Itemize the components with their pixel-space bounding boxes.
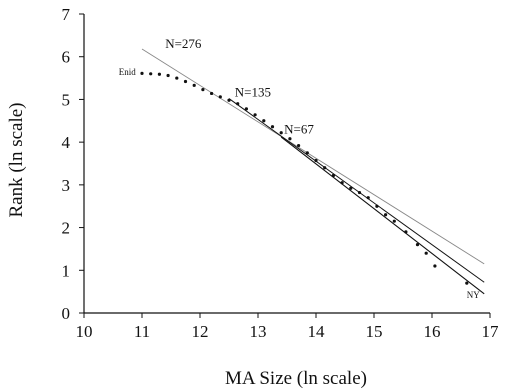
data-point (305, 151, 309, 155)
y-tick-label: 2 (62, 219, 71, 238)
data-point (331, 173, 335, 178)
y-tick-label: 0 (62, 304, 71, 323)
fit-line-n276 (141, 48, 485, 265)
data-point (227, 98, 231, 102)
y-tick-label: 5 (62, 90, 71, 109)
y-axis-label: Rank (ln scale) (6, 102, 27, 217)
data-point (183, 79, 188, 84)
data-point (175, 76, 179, 80)
fit-lines (141, 48, 485, 295)
data-points (140, 71, 469, 285)
data-point (465, 281, 469, 285)
y-tick-label: 1 (62, 261, 71, 280)
data-point (149, 72, 153, 76)
annotation-n-135: N=135 (235, 84, 271, 99)
data-point (392, 219, 396, 223)
data-point (340, 181, 344, 185)
x-tick-label: 13 (250, 322, 267, 341)
plot-frame (83, 14, 490, 314)
data-point (323, 166, 327, 170)
annotation-enid: Enid (119, 67, 136, 77)
data-point (415, 243, 420, 247)
data-point (192, 83, 196, 87)
data-point (244, 107, 248, 111)
y-tick-label: 3 (62, 176, 71, 195)
annotation-ny: NY (467, 290, 480, 300)
data-point (218, 95, 222, 99)
data-point (424, 251, 428, 255)
data-point (357, 190, 362, 195)
y-tick-label: 4 (62, 133, 71, 152)
x-tick-label: 11 (134, 322, 150, 341)
x-tick-label: 17 (482, 322, 500, 341)
x-tick-label: 15 (366, 322, 383, 341)
data-point (433, 264, 437, 268)
data-point (253, 113, 257, 117)
x-tick-label: 12 (192, 322, 209, 341)
fit-line-n135 (228, 98, 485, 283)
data-point (314, 158, 318, 163)
data-point (375, 204, 379, 208)
data-point (366, 196, 370, 200)
data-point (210, 91, 214, 96)
x-axis-label: MA Size (ln scale) (225, 368, 367, 389)
data-point (349, 186, 353, 190)
data-point (236, 102, 240, 106)
data-point (262, 119, 266, 123)
data-point (404, 230, 408, 234)
data-point (288, 137, 292, 141)
data-point (140, 71, 144, 75)
x-tick-label: 16 (424, 322, 441, 341)
fit-line-n67 (280, 136, 485, 295)
data-point (201, 88, 205, 92)
data-point (157, 72, 161, 76)
annotation-n-276: N=276 (165, 36, 202, 51)
annotation-n-67: N=67 (284, 122, 314, 137)
data-point (297, 143, 301, 148)
data-point (270, 125, 275, 129)
y-tick-label: 6 (62, 48, 71, 67)
x-axis-ticks: 10 11 12 13 14 15 16 17 (76, 313, 500, 341)
x-tick-label: 10 (76, 322, 93, 341)
y-tick-label: 7 (62, 5, 71, 24)
data-point (166, 73, 170, 78)
x-tick-label: 14 (308, 322, 326, 341)
y-axis-ticks: 0 1 2 3 4 5 6 7 (62, 5, 84, 323)
data-point (279, 131, 283, 135)
data-point (384, 213, 388, 217)
annotations: N=276 N=135 N=67 Enid NY (119, 36, 480, 300)
